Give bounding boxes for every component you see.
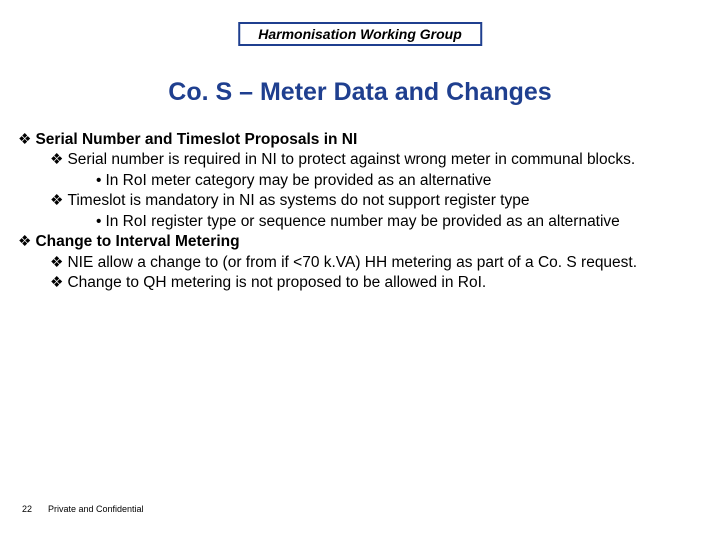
bullet-text: Serial number is required in NI to prote…: [67, 150, 702, 170]
bullet-text: Timeslot is mandatory in NI as systems d…: [67, 191, 702, 211]
bullet-level-1: ❖ NIE allow a change to (or from if <70 …: [50, 253, 702, 273]
bullet-level-1: ❖ Change to QH metering is not proposed …: [50, 273, 702, 293]
diamond-bullet-icon: ❖: [50, 273, 63, 293]
bullet-level-2: • In RoI meter category may be provided …: [96, 171, 702, 191]
page-title: Co. S – Meter Data and Changes: [168, 78, 551, 107]
dot-bullet-icon: •: [96, 171, 101, 191]
diamond-bullet-icon: ❖: [18, 130, 31, 150]
bullet-level-1: ❖ Serial number is required in NI to pro…: [50, 150, 702, 170]
diamond-bullet-icon: ❖: [18, 232, 31, 252]
content-area: ❖ Serial Number and Timeslot Proposals i…: [18, 130, 702, 294]
bullet-text: Change to Interval Metering: [35, 232, 702, 252]
header-box: Harmonisation Working Group: [238, 22, 482, 46]
bullet-level-0: ❖ Serial Number and Timeslot Proposals i…: [18, 130, 702, 150]
bullet-text: In RoI meter category may be provided as…: [105, 171, 702, 191]
bullet-text: In RoI register type or sequence number …: [105, 212, 702, 232]
footer-confidential: Private and Confidential: [48, 504, 144, 514]
bullet-text: Serial Number and Timeslot Proposals in …: [35, 130, 702, 150]
diamond-bullet-icon: ❖: [50, 150, 63, 170]
header-label: Harmonisation Working Group: [258, 26, 462, 42]
dot-bullet-icon: •: [96, 212, 101, 232]
page-number: 22: [22, 504, 32, 514]
diamond-bullet-icon: ❖: [50, 253, 63, 273]
bullet-text: Change to QH metering is not proposed to…: [67, 273, 702, 293]
bullet-level-2: • In RoI register type or sequence numbe…: [96, 212, 702, 232]
bullet-text: NIE allow a change to (or from if <70 k.…: [67, 253, 702, 273]
bullet-level-0: ❖ Change to Interval Metering: [18, 232, 702, 252]
bullet-level-1: ❖ Timeslot is mandatory in NI as systems…: [50, 191, 702, 211]
diamond-bullet-icon: ❖: [50, 191, 63, 211]
